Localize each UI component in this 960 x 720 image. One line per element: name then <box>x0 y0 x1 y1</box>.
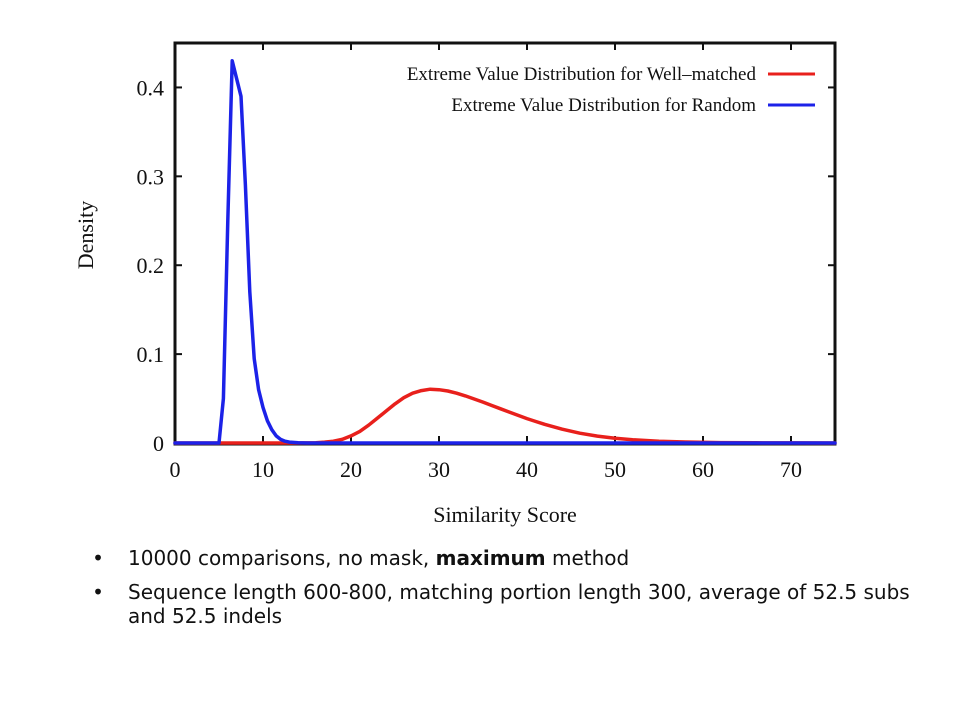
y-tick-label: 0.2 <box>137 253 165 278</box>
x-tick-label: 0 <box>170 457 181 482</box>
series-line-well-matched <box>173 387 837 445</box>
y-tick-label: 0.4 <box>137 75 165 100</box>
note-2-text: Sequence length 600-800, matching portio… <box>128 580 910 628</box>
note-1-bold: maximum <box>435 546 546 570</box>
y-axis-label: Density <box>73 201 98 269</box>
y-tick-label: 0.1 <box>137 342 165 367</box>
x-tick-label: 40 <box>516 457 538 482</box>
y-tick-label: 0.3 <box>137 164 165 189</box>
note-1-prefix: 10000 comparisons, no mask, <box>128 546 436 570</box>
note-item: • 10000 comparisons, no mask, maximum met… <box>88 546 938 570</box>
bullet-icon: • <box>92 546 104 570</box>
series-line-random <box>173 59 837 445</box>
bullet-icon: • <box>92 580 104 604</box>
x-tick-label: 20 <box>340 457 362 482</box>
y-tick-label: 0 <box>153 431 164 456</box>
x-tick-label: 60 <box>692 457 714 482</box>
density-chart: 0 10 20 30 40 50 60 70 0 0.1 0.2 0.3 0.4 Similarity … <box>73 41 837 527</box>
axis-ticks: 0 10 20 30 40 50 60 70 0 0.1 0.2 0.3 0.4 <box>137 43 835 482</box>
legend: Extreme Value Distribution for Well–matc… <box>407 64 815 116</box>
series-lines <box>173 59 837 445</box>
note-1-suffix: method <box>545 546 630 570</box>
x-tick-label: 70 <box>780 457 802 482</box>
x-tick-label: 10 <box>252 457 274 482</box>
legend-label-well-matched: Extreme Value Distribution for Well–matc… <box>407 64 757 85</box>
notes-list: • 10000 comparisons, no mask, maximum met… <box>88 546 938 638</box>
note-1-text: 10000 comparisons, no mask, maximum meth… <box>128 546 629 570</box>
x-tick-label: 30 <box>428 457 450 482</box>
legend-label-random: Extreme Value Distribution for Random <box>451 95 756 116</box>
note-item: • Sequence length 600-800, matching porti… <box>88 580 938 628</box>
x-axis-label: Similarity Score <box>433 502 577 527</box>
x-tick-label: 50 <box>604 457 626 482</box>
